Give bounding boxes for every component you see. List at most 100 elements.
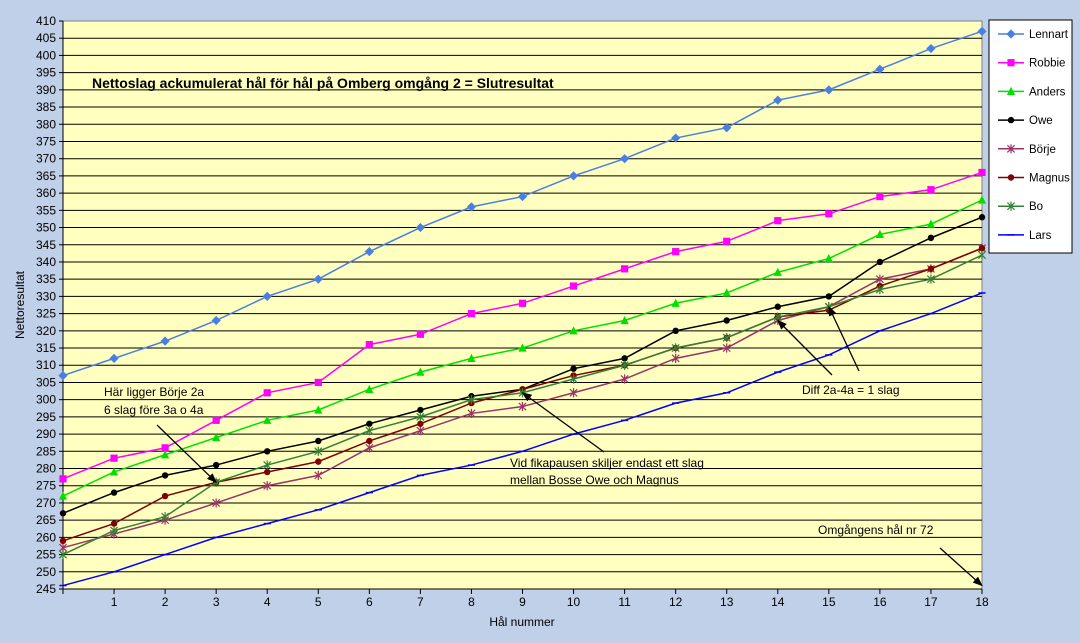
y-tick-label: 250 xyxy=(36,565,56,579)
y-tick-label: 260 xyxy=(36,530,56,544)
data-point-owe xyxy=(161,472,169,479)
data-point-anders xyxy=(365,384,374,393)
data-point-magnus xyxy=(59,537,67,545)
y-tick-label: 320 xyxy=(36,324,56,338)
data-point-bo xyxy=(620,360,629,370)
y-tick-label: 265 xyxy=(36,513,56,527)
data-point-anders xyxy=(620,315,629,325)
x-tick-label: 3 xyxy=(213,595,220,609)
data-point-lennart xyxy=(926,43,936,54)
legend-item-bo: Bo xyxy=(998,201,1043,213)
legend-box xyxy=(988,19,1073,254)
data-point-owe xyxy=(825,293,833,300)
y-tick-label: 360 xyxy=(36,186,56,200)
y-tick-label: 380 xyxy=(36,117,56,131)
data-point-lennart xyxy=(620,154,630,164)
annotations: Här ligger Börje 2a 6 slag före 3a o 4a Vi… xyxy=(104,305,983,587)
annotation-text: mellan Bosse Owe och Magnus xyxy=(510,473,679,487)
data-point-lennart xyxy=(875,64,885,74)
data-point-robbie xyxy=(365,340,373,349)
data-point-borje xyxy=(569,388,578,398)
legend-item-magnus: Magnus xyxy=(998,173,1070,185)
data-point-owe xyxy=(110,489,118,496)
legend-label: Börje xyxy=(1029,144,1056,156)
legend-item-anders: Anders xyxy=(998,86,1066,98)
data-point-lennart xyxy=(364,247,374,257)
annotation-diff: Diff 2a-4a = 1 slag xyxy=(777,305,900,397)
y-tick-label: 340 xyxy=(36,255,56,269)
data-point-borje xyxy=(671,353,680,363)
data-point-bo xyxy=(671,343,680,353)
data-point-owe xyxy=(264,448,271,455)
y-tick-label: 310 xyxy=(36,358,56,372)
data-point-anders xyxy=(926,219,936,228)
annotation-fika: Vid fikapausen skiljer endast ett slag me… xyxy=(510,392,704,487)
y-tick-label: 300 xyxy=(36,393,56,407)
legend-label: Bo xyxy=(1029,201,1043,213)
data-point-owe xyxy=(927,234,935,242)
annotation-arrow xyxy=(828,305,860,372)
x-tick-label: 8 xyxy=(468,595,475,609)
data-point-anders xyxy=(875,229,884,239)
data-point-lennart xyxy=(773,95,783,105)
y-tick-label: 305 xyxy=(36,375,56,389)
legend-item-lennart: Lennart xyxy=(998,29,1069,41)
x-tick-label: 14 xyxy=(771,595,785,609)
data-point-anders xyxy=(722,288,731,297)
data-point-anders xyxy=(977,195,987,204)
data-point-lennart xyxy=(262,291,272,301)
legend-label: Owe xyxy=(1029,115,1053,127)
legend-marker xyxy=(1007,59,1015,67)
data-point-owe xyxy=(212,461,220,469)
data-point-owe xyxy=(366,420,373,427)
x-tick-label: 15 xyxy=(822,595,836,609)
data-point-magnus xyxy=(110,520,118,527)
data-point-lennart xyxy=(977,26,987,36)
legend-marker xyxy=(1006,29,1016,39)
series-lennart xyxy=(58,26,987,381)
data-point-lennart xyxy=(824,85,834,95)
data-point-bo xyxy=(263,460,272,470)
data-point-robbie xyxy=(621,265,629,273)
data-point-magnus xyxy=(161,492,169,500)
legend-marker xyxy=(1006,86,1016,95)
data-point-magnus xyxy=(417,420,424,427)
data-point-bo xyxy=(977,250,987,260)
data-point-lennart xyxy=(109,353,119,363)
data-point-owe xyxy=(723,317,730,324)
data-point-bo xyxy=(416,412,425,422)
data-point-magnus xyxy=(264,468,271,476)
data-point-lennart xyxy=(415,222,425,233)
data-point-robbie xyxy=(876,192,884,201)
data-point-bo xyxy=(110,525,119,536)
annotation-text: 6 slag före 3a o 4a xyxy=(104,403,204,417)
y-tick-label: 285 xyxy=(36,444,56,458)
legend-item-robbie: Robbie xyxy=(998,58,1065,70)
y-tick-label: 245 xyxy=(36,582,56,596)
data-point-anders xyxy=(467,353,476,362)
data-point-borje xyxy=(467,408,476,419)
annotation-text: Vid fikapausen skiljer endast ett slag xyxy=(510,456,704,470)
data-point-lennart xyxy=(160,336,170,346)
y-tick-label: 345 xyxy=(36,238,56,252)
data-point-robbie xyxy=(161,444,169,452)
data-point-anders xyxy=(161,450,170,459)
data-point-borje xyxy=(722,343,731,353)
data-point-lennart xyxy=(313,274,323,284)
y-tick-label: 375 xyxy=(36,134,56,148)
data-point-lennart xyxy=(568,171,579,181)
data-point-bo xyxy=(569,374,578,384)
data-point-bo xyxy=(926,274,935,284)
data-point-borje xyxy=(875,274,884,284)
legend-label: Lennart xyxy=(1029,29,1069,41)
x-axis-label: Hål nummer xyxy=(489,615,554,629)
data-point-bo xyxy=(467,395,476,405)
data-point-magnus xyxy=(366,437,373,445)
y-tick-label: 270 xyxy=(36,496,56,510)
annotation-hal72: Omgångens hål nr 72 xyxy=(818,523,983,587)
x-tick-label: 7 xyxy=(417,595,424,609)
series-anders xyxy=(58,195,987,500)
series-robbie xyxy=(59,168,986,483)
y-tick-label: 290 xyxy=(36,427,56,441)
data-point-robbie xyxy=(927,186,935,194)
